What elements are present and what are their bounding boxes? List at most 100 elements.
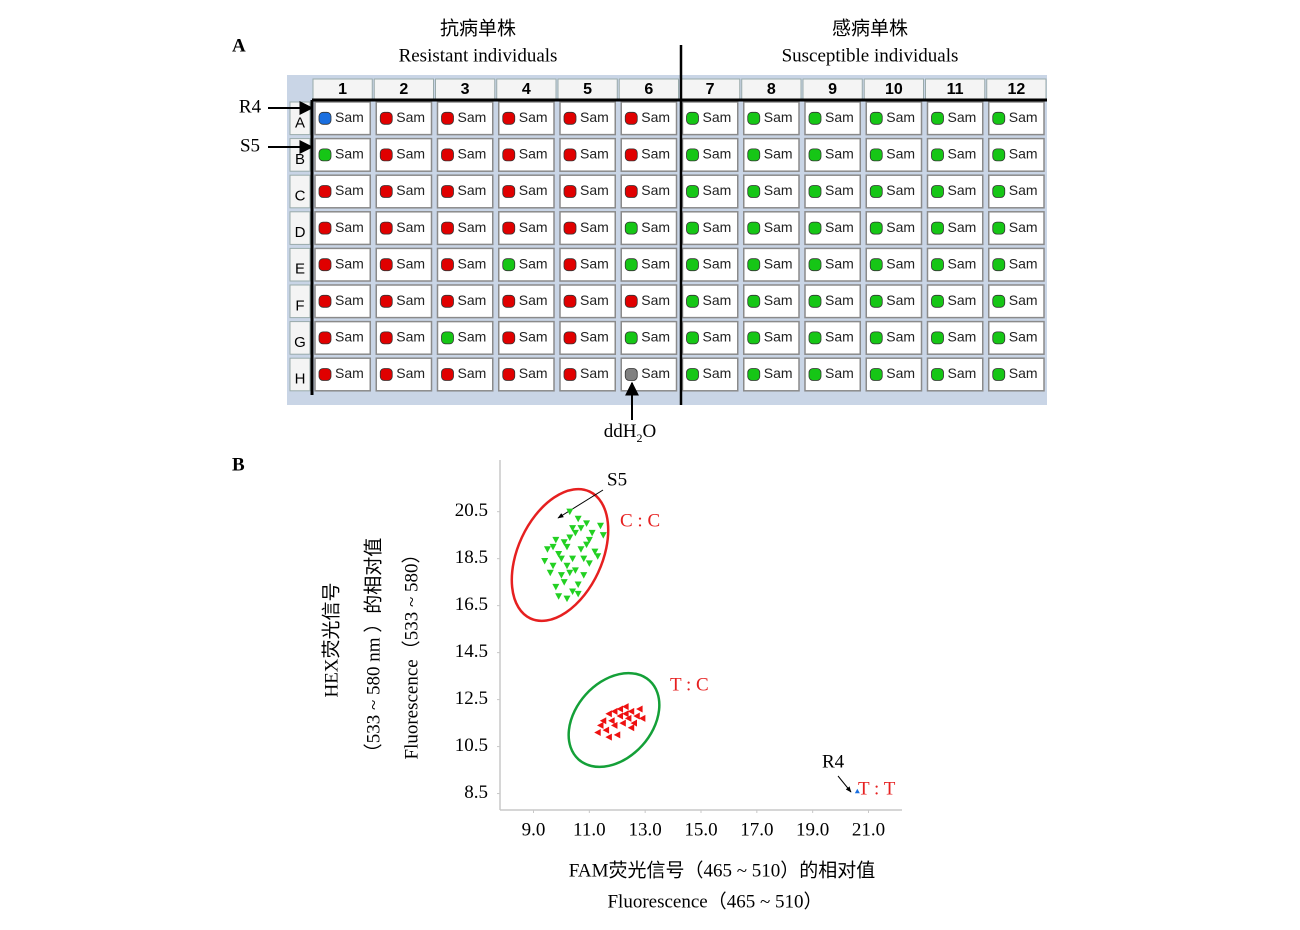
well-dot [502,111,516,125]
well-dot [502,148,516,162]
well-text: Sam [396,109,425,125]
well-dot [624,148,638,162]
point [571,529,579,537]
point [636,705,643,713]
well-dot [563,148,577,162]
well-dot [318,294,332,308]
well-dot [624,221,638,235]
point [580,572,588,579]
y-tick-label: 10.5 [455,735,488,756]
point [566,534,574,542]
well [375,137,433,172]
point [616,712,624,720]
well-dot [808,185,822,198]
well-text: Sam [641,365,670,381]
point [546,569,554,577]
column-label: 8 [767,81,776,98]
point [599,717,607,725]
well-text: Sam [335,292,364,308]
annotation: C : C [620,510,660,531]
well-text: Sam [703,255,732,271]
well [436,174,494,209]
well-text: Sam [1009,255,1038,271]
well [681,174,739,209]
well [559,284,616,319]
well-dot [624,294,638,308]
well-dot [808,368,822,381]
well [375,211,433,246]
point [555,593,563,600]
well-text: Sam [580,255,609,271]
well-text: Sam [519,146,548,162]
column-label: 5 [583,81,592,98]
well-dot [808,221,822,235]
well-dot [318,368,332,381]
point [605,733,612,741]
well-text: Sam [1009,182,1038,198]
well-dot [808,258,822,272]
well-text: Sam [764,329,793,345]
well-dot [992,185,1006,198]
well-text: Sam [335,109,364,125]
x-tick-label: 17.0 [740,819,773,840]
point [630,719,637,727]
well-dot [441,111,454,125]
well-text: Sam [948,182,977,198]
well-text: Sam [825,292,854,308]
well-text: Sam [1009,292,1038,308]
well-text: Sam [580,219,609,235]
group-label: 感病单株 [832,17,908,39]
row-label: H [295,370,306,387]
well-dot [502,258,516,272]
point [560,539,568,546]
well-text: Sam [335,146,364,162]
point [583,520,591,527]
group-label: Resistant individuals [399,45,558,66]
row-header [289,247,311,282]
well-text: Sam [886,182,915,198]
well-dot [563,331,577,345]
arrow-label: R4 [239,96,262,117]
well-dot [992,111,1006,125]
row-label: C [295,187,306,204]
panel-b: B C : C T : C T : T S5 R4 FAM荧光信号（465 ~ … [232,454,902,912]
well-dot [747,111,761,125]
well [804,174,861,209]
well-text: Sam [641,146,670,162]
well [926,247,984,282]
well-text: Sam [458,182,487,198]
y-tick-label: 14.5 [455,641,488,662]
well-dot [379,185,393,198]
column-label: 6 [644,81,653,98]
column-label: 12 [1007,81,1025,98]
well-dot [563,185,577,198]
point [613,731,621,739]
well-text: Sam [948,219,977,235]
point [585,536,593,544]
x-tick-label: 21.0 [852,819,885,840]
well-dot [931,294,944,308]
well-dot [441,294,454,308]
well-dot [808,294,822,308]
well-text: Sam [1009,365,1038,381]
ddh2o-label: ddH2O [604,421,656,444]
point [602,726,610,734]
cluster-ellipse [567,671,661,769]
well-text: Sam [703,219,732,235]
x-tick-label: 15.0 [684,819,717,840]
well-text: Sam [825,329,854,345]
well-dot [502,331,516,345]
well-dot [624,368,638,381]
well-text: Sam [825,365,854,381]
well-dot [441,148,454,162]
point [627,724,635,732]
well-text: Sam [519,365,548,381]
point [627,707,635,715]
well-text: Sam [703,182,732,198]
well-text: Sam [580,109,609,125]
well-dot [441,331,454,345]
point [597,721,604,729]
well [314,101,371,136]
well-text: Sam [641,329,670,345]
well-dot [441,258,454,272]
